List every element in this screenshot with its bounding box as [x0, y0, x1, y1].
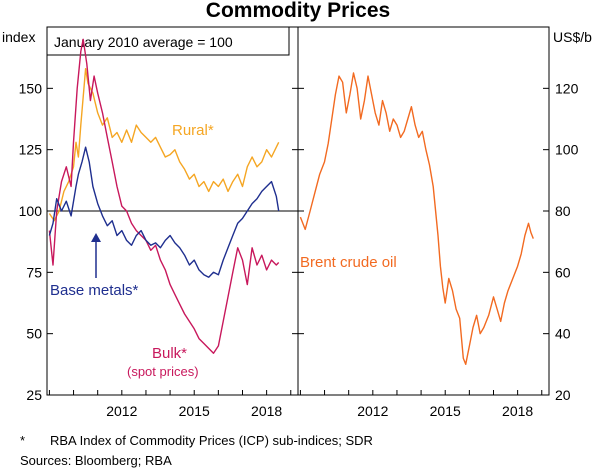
- chart-title: Commodity Prices: [206, 0, 390, 22]
- left-y-tick-label: 50: [26, 326, 42, 342]
- series-group: [48, 38, 534, 365]
- footnote-row: * RBA Index of Commodity Prices (ICP) sub…: [20, 433, 373, 448]
- series-base-metals-line: [48, 146, 280, 278]
- right-y-tick-label: 100: [555, 142, 579, 158]
- right-y-tick-label: 60: [555, 264, 571, 280]
- left-y-tick-label: 25: [26, 387, 42, 403]
- left-y-tick-label: 150: [19, 80, 43, 96]
- footnote-star: *: [20, 433, 26, 448]
- label-base-metals: Base metals*: [50, 282, 139, 299]
- series-bulk-line: [48, 38, 280, 354]
- x-tick-label: 2012: [357, 403, 388, 419]
- x-tick-label: 2015: [179, 403, 210, 419]
- left-y-tick-label: 75: [26, 264, 42, 280]
- x-tick-label: 2018: [502, 403, 533, 419]
- base-metals-arrow: [91, 233, 101, 278]
- x-tick-label: 2018: [251, 403, 282, 419]
- left-y-tick-label: 100: [19, 203, 43, 219]
- x-tick-label: 2012: [106, 403, 137, 419]
- sources-text: Sources: Bloomberg; RBA: [20, 453, 172, 468]
- x-tick-label: 2015: [430, 403, 461, 419]
- axis-ticks: 25 50 75 100 125 150 20 40 60 80 100 120 2012 2015 201…: [19, 80, 579, 419]
- label-spot-prices: (spot prices): [127, 364, 199, 379]
- footnote-text: RBA Index of Commodity Prices (ICP) sub-…: [50, 433, 373, 448]
- right-y-tick-label: 120: [555, 80, 579, 96]
- right-y-tick-label: 80: [555, 203, 571, 219]
- sources-row: Sources: Bloomberg; RBA: [20, 453, 172, 468]
- right-y-tick-label: 20: [555, 387, 571, 403]
- annotation-box: [46, 26, 290, 56]
- label-rural: Rural*: [172, 122, 214, 139]
- series-rural-line: [48, 67, 280, 222]
- left-axis-label: index: [2, 29, 35, 45]
- label-bulk: Bulk*: [152, 345, 187, 362]
- series-brent-line: [299, 72, 534, 365]
- left-y-tick-label: 125: [19, 142, 43, 158]
- label-brent: Brent crude oil: [300, 254, 397, 271]
- right-axis-label: US$/b: [553, 29, 592, 45]
- right-y-tick-label: 40: [555, 326, 571, 342]
- annotation-text: January 2010 average = 100: [54, 34, 233, 50]
